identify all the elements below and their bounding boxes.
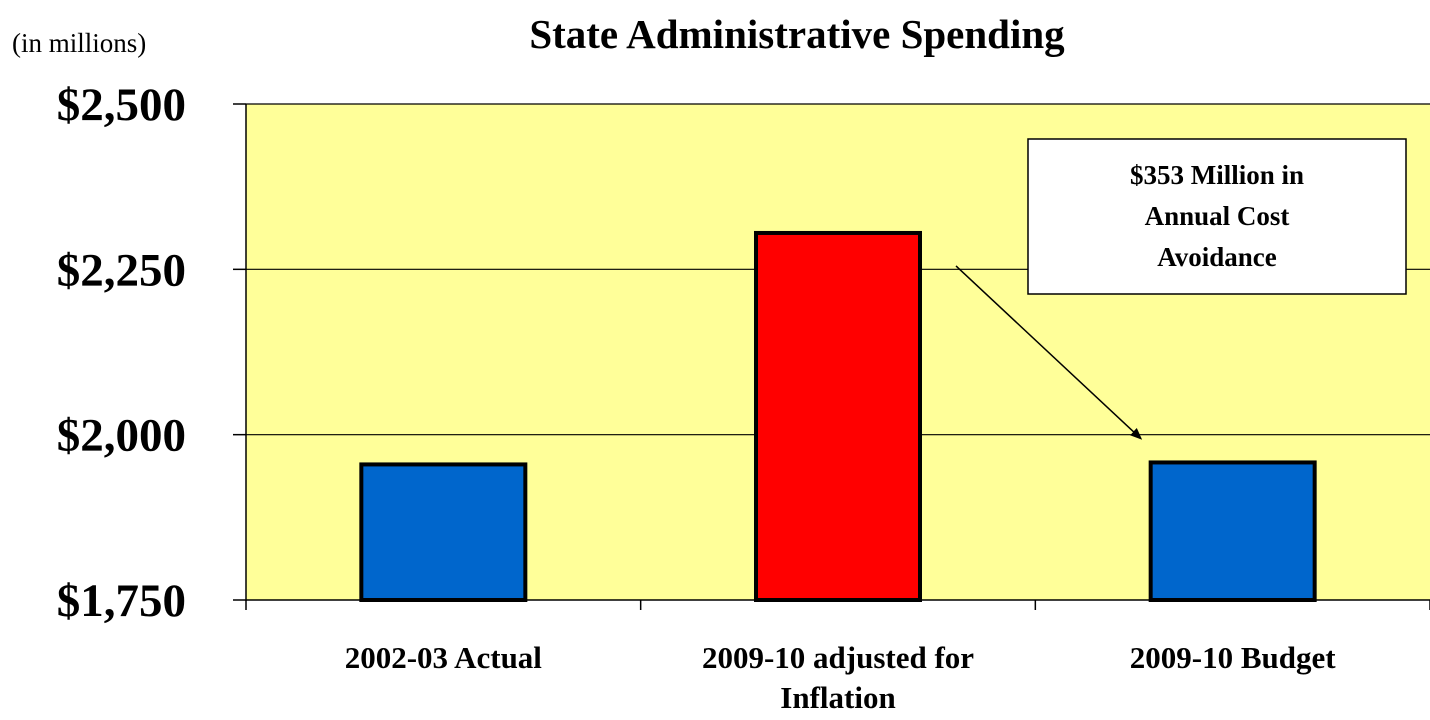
y-tick-label: $2,000	[57, 410, 186, 462]
annotation-arrow	[955, 265, 1143, 440]
axes	[233, 103, 1430, 610]
bar	[754, 230, 922, 603]
x-tick-label: Inflation	[780, 680, 895, 715]
y-tick-label: $1,750	[57, 575, 186, 627]
annotation-text: Avoidance	[1157, 242, 1277, 272]
x-tick-label: 2009-10 adjusted for	[702, 640, 974, 675]
bar	[1148, 460, 1317, 602]
annotation: $353 Million in Annual Cost Avoidance	[955, 138, 1407, 440]
chart-title: State Administrative Spending	[529, 11, 1065, 57]
x-tick-label: 2009-10 Budget	[1130, 640, 1336, 675]
y-tick-labels: $1,750 $2,000 $2,250 $2,500	[57, 79, 186, 627]
annotation-text: $353 Million in	[1130, 160, 1304, 190]
y-tick-label: $2,500	[57, 79, 186, 131]
x-tick-label: 2002-03 Actual	[345, 640, 543, 675]
bars	[359, 230, 1317, 603]
annotation-box	[1027, 138, 1407, 295]
y-tick-label: $2,250	[57, 244, 186, 296]
x-tick-labels: 2002-03 Actual 2009-10 adjusted for Inflat…	[345, 640, 1337, 715]
annotation-text: Annual Cost	[1145, 201, 1290, 231]
unit-label: (in millions)	[12, 28, 146, 58]
bar	[359, 462, 528, 602]
